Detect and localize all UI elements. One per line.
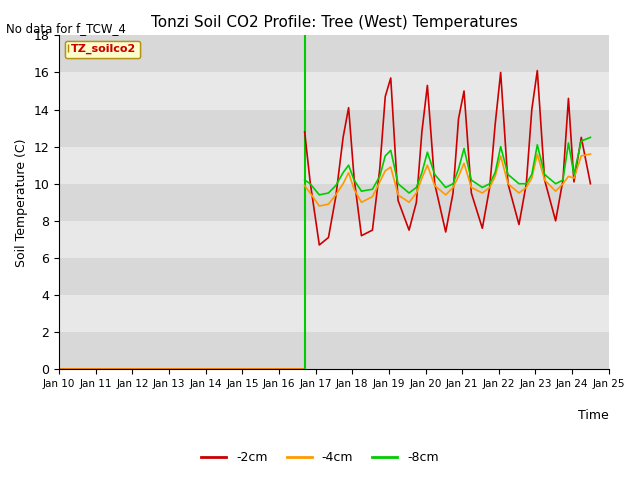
Bar xyxy=(59,221,609,258)
Legend: TZ_soilco2: TZ_soilco2 xyxy=(65,41,140,58)
Bar xyxy=(59,36,609,72)
Text: Time: Time xyxy=(578,409,609,422)
Bar xyxy=(59,258,609,295)
Bar xyxy=(59,109,609,146)
Legend: -2cm, -4cm, -8cm: -2cm, -4cm, -8cm xyxy=(196,446,444,469)
Y-axis label: Soil Temperature (C): Soil Temperature (C) xyxy=(15,138,28,266)
Bar xyxy=(59,184,609,221)
Bar xyxy=(59,146,609,184)
Title: Tonzi Soil CO2 Profile: Tree (West) Temperatures: Tonzi Soil CO2 Profile: Tree (West) Temp… xyxy=(150,15,517,30)
Text: No data for f_TCW_4: No data for f_TCW_4 xyxy=(6,22,126,35)
Bar xyxy=(59,295,609,332)
Bar xyxy=(59,72,609,109)
Bar xyxy=(59,332,609,369)
